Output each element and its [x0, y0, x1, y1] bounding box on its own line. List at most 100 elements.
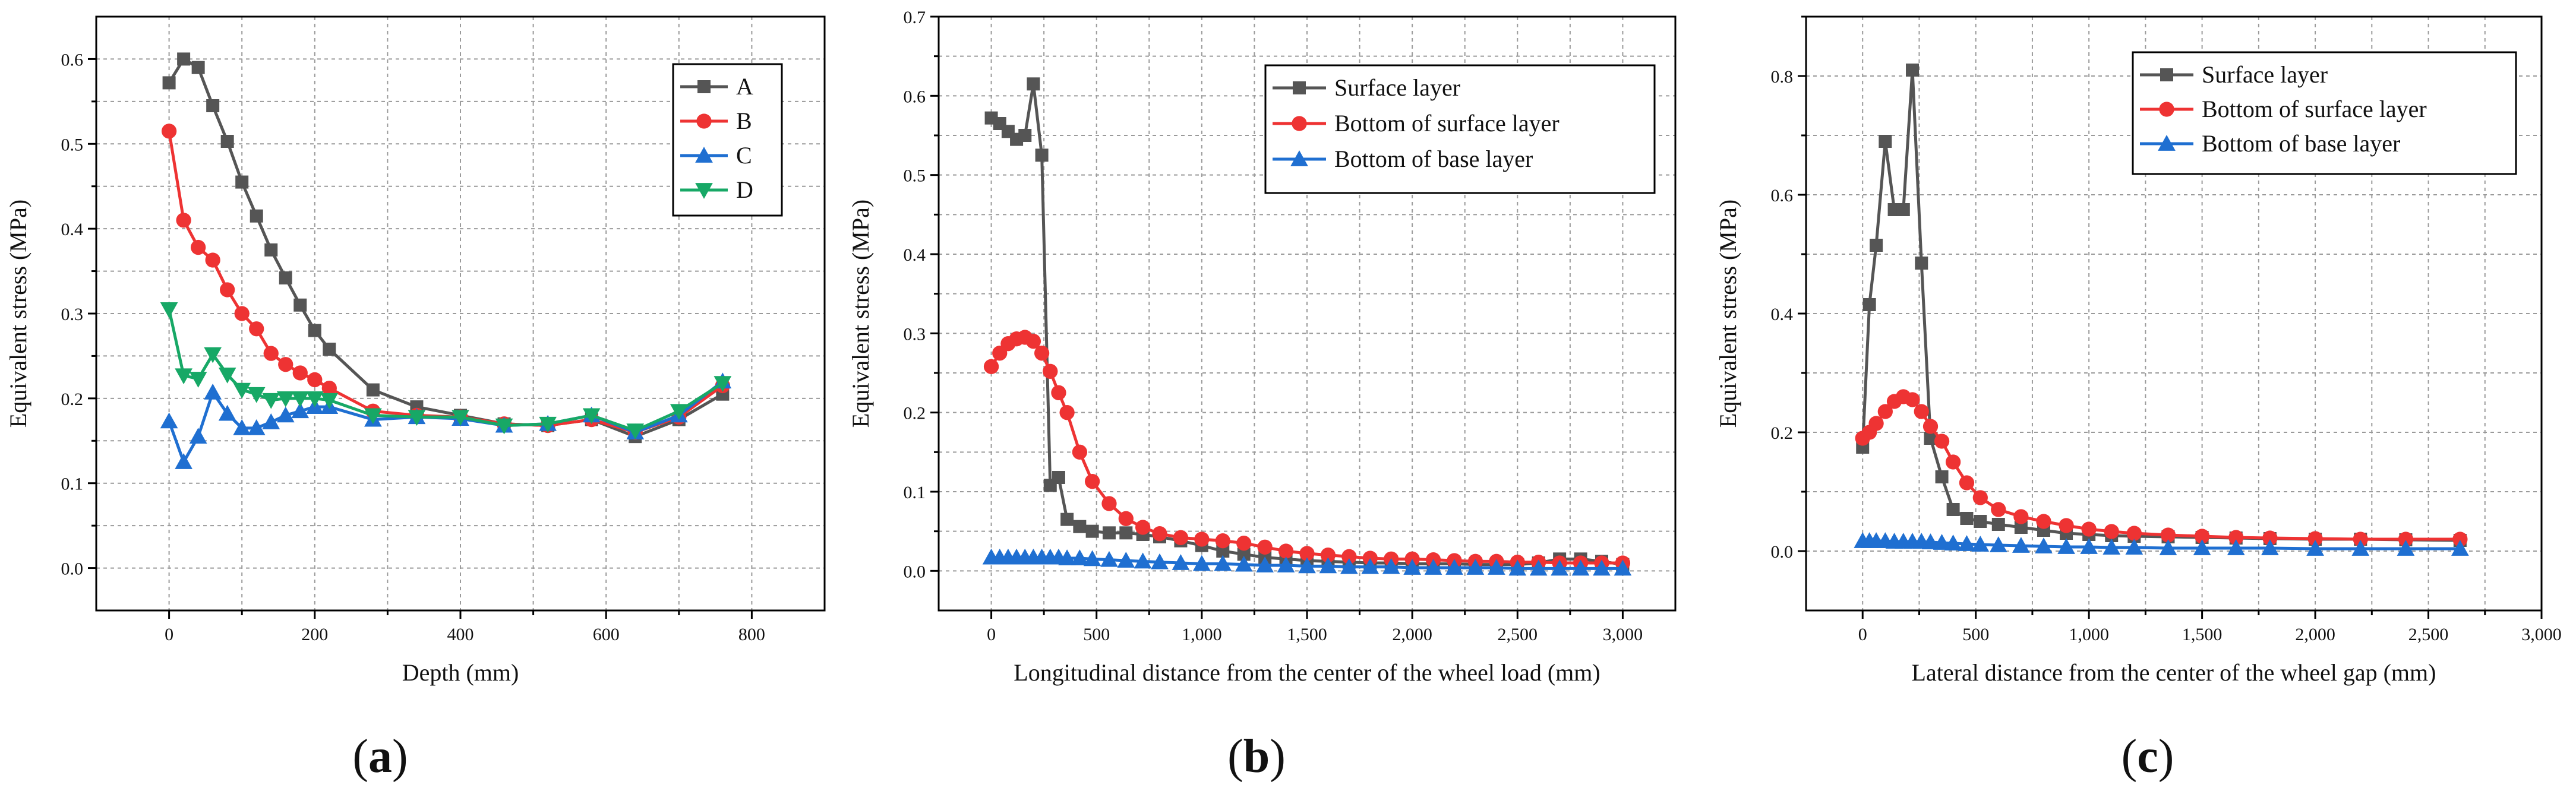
y-tick-label: 0.6: [1771, 186, 1794, 205]
data-point: [1466, 559, 1485, 575]
data-point: [1877, 404, 1893, 419]
legend-marker: [695, 147, 713, 163]
data-point: [1085, 524, 1099, 538]
data-point: [2081, 521, 2097, 537]
data-point: [2080, 538, 2098, 554]
legend: Surface layer Bottom of surface layer Bott…: [1264, 64, 1656, 194]
data-point: [1214, 555, 1232, 571]
legend-label: D: [736, 176, 753, 203]
data-point: [2307, 531, 2323, 546]
data-point: [1034, 346, 1050, 361]
y-tick-label: 0.4: [61, 220, 84, 239]
data-point: [2059, 518, 2074, 533]
x-tick-label: 200: [301, 625, 328, 644]
data-point: [1071, 549, 1089, 565]
data-point: [276, 406, 295, 423]
data-point: [233, 419, 251, 435]
data-point: [234, 306, 250, 321]
data-point: [2159, 539, 2177, 555]
y-tick-label: 0.0: [1771, 542, 1794, 562]
data-point: [2194, 529, 2210, 544]
legend: Surface layer Bottom of surface layer Bott…: [2132, 51, 2517, 175]
data-point: [218, 404, 236, 421]
data-point: [1340, 558, 1358, 574]
data-point: [160, 302, 178, 318]
y-axis-title: Equivalent stress (MPa): [1715, 200, 1741, 428]
y-tick-label: 0.6: [61, 50, 84, 69]
data-point: [323, 343, 336, 356]
data-point: [2103, 539, 2121, 555]
legend-label: C: [736, 142, 752, 169]
data-point: [1488, 559, 1505, 575]
data-point: [1915, 257, 1928, 270]
x-tick-label: 500: [1962, 625, 1989, 644]
x-tick-label: 400: [447, 625, 474, 644]
data-point: [1083, 550, 1101, 567]
chart-c: 0 500 1,000 1,500 2,000 2,500 3,000 0.0 0.2 0.4 0.…: [1715, 15, 2562, 686]
data-point: [1073, 520, 1087, 533]
data-point: [291, 391, 310, 407]
data-point: [1971, 536, 1990, 552]
panel-label-c: (c): [2122, 730, 2174, 783]
data-point: [250, 209, 263, 223]
x-tick-label: 1,000: [1182, 625, 1222, 644]
data-point: [1508, 559, 1527, 576]
y-tick-label: 0.5: [904, 166, 926, 186]
x-tick-label: 0: [1858, 625, 1867, 644]
data-point: [1571, 559, 1590, 576]
data-point: [292, 365, 308, 381]
data-point: [539, 416, 557, 433]
data-point: [220, 135, 234, 148]
data-point: [1043, 363, 1058, 379]
x-tick-label: 800: [738, 625, 765, 644]
data-point: [2013, 509, 2029, 524]
data-point: [1100, 550, 1118, 567]
data-point: [1173, 530, 1189, 545]
data-point: [1905, 392, 1920, 407]
legend-label: Bottom of base layer: [2202, 130, 2400, 157]
data-point: [176, 213, 191, 228]
y-tick-label: 0.2: [904, 404, 926, 423]
x-tick-label: 1,000: [2069, 625, 2109, 644]
legend-marker: [697, 80, 711, 93]
data-point: [366, 383, 380, 397]
x-tick-label: 600: [593, 625, 620, 644]
data-point: [1256, 556, 1274, 572]
data-point: [1072, 444, 1088, 460]
data-point: [235, 175, 249, 189]
data-point: [1051, 385, 1066, 400]
data-point: [308, 324, 321, 337]
data-point: [1134, 552, 1152, 569]
data-point: [1424, 559, 1442, 575]
data-point: [247, 419, 266, 435]
x-tick-label: 0: [165, 625, 173, 644]
data-point: [1277, 556, 1295, 572]
data-point: [2398, 531, 2414, 547]
data-point: [1035, 148, 1049, 162]
data-point: [1119, 526, 1133, 540]
data-point: [495, 418, 513, 435]
data-point: [1960, 512, 1974, 525]
data-point: [1341, 549, 1357, 564]
x-tick-label: 500: [1083, 625, 1110, 644]
data-point: [1593, 559, 1611, 576]
y-axis-title: Equivalent stress (MPa): [5, 200, 31, 428]
data-point: [1320, 548, 1336, 563]
data-point: [249, 321, 264, 337]
data-point: [1974, 515, 1987, 528]
panel-label-b: (b): [1227, 730, 1286, 783]
data-point: [1922, 419, 1939, 434]
data-point: [1299, 546, 1315, 561]
data-point: [2104, 524, 2119, 539]
x-tick-label: 2,500: [2408, 625, 2449, 644]
series-line: [168, 57, 724, 438]
data-point: [262, 413, 280, 429]
data-point: [1135, 520, 1151, 535]
data-point: [191, 61, 205, 74]
data-point: [189, 428, 207, 444]
data-point: [305, 391, 324, 407]
data-point: [1924, 432, 1937, 445]
data-point: [175, 453, 192, 469]
